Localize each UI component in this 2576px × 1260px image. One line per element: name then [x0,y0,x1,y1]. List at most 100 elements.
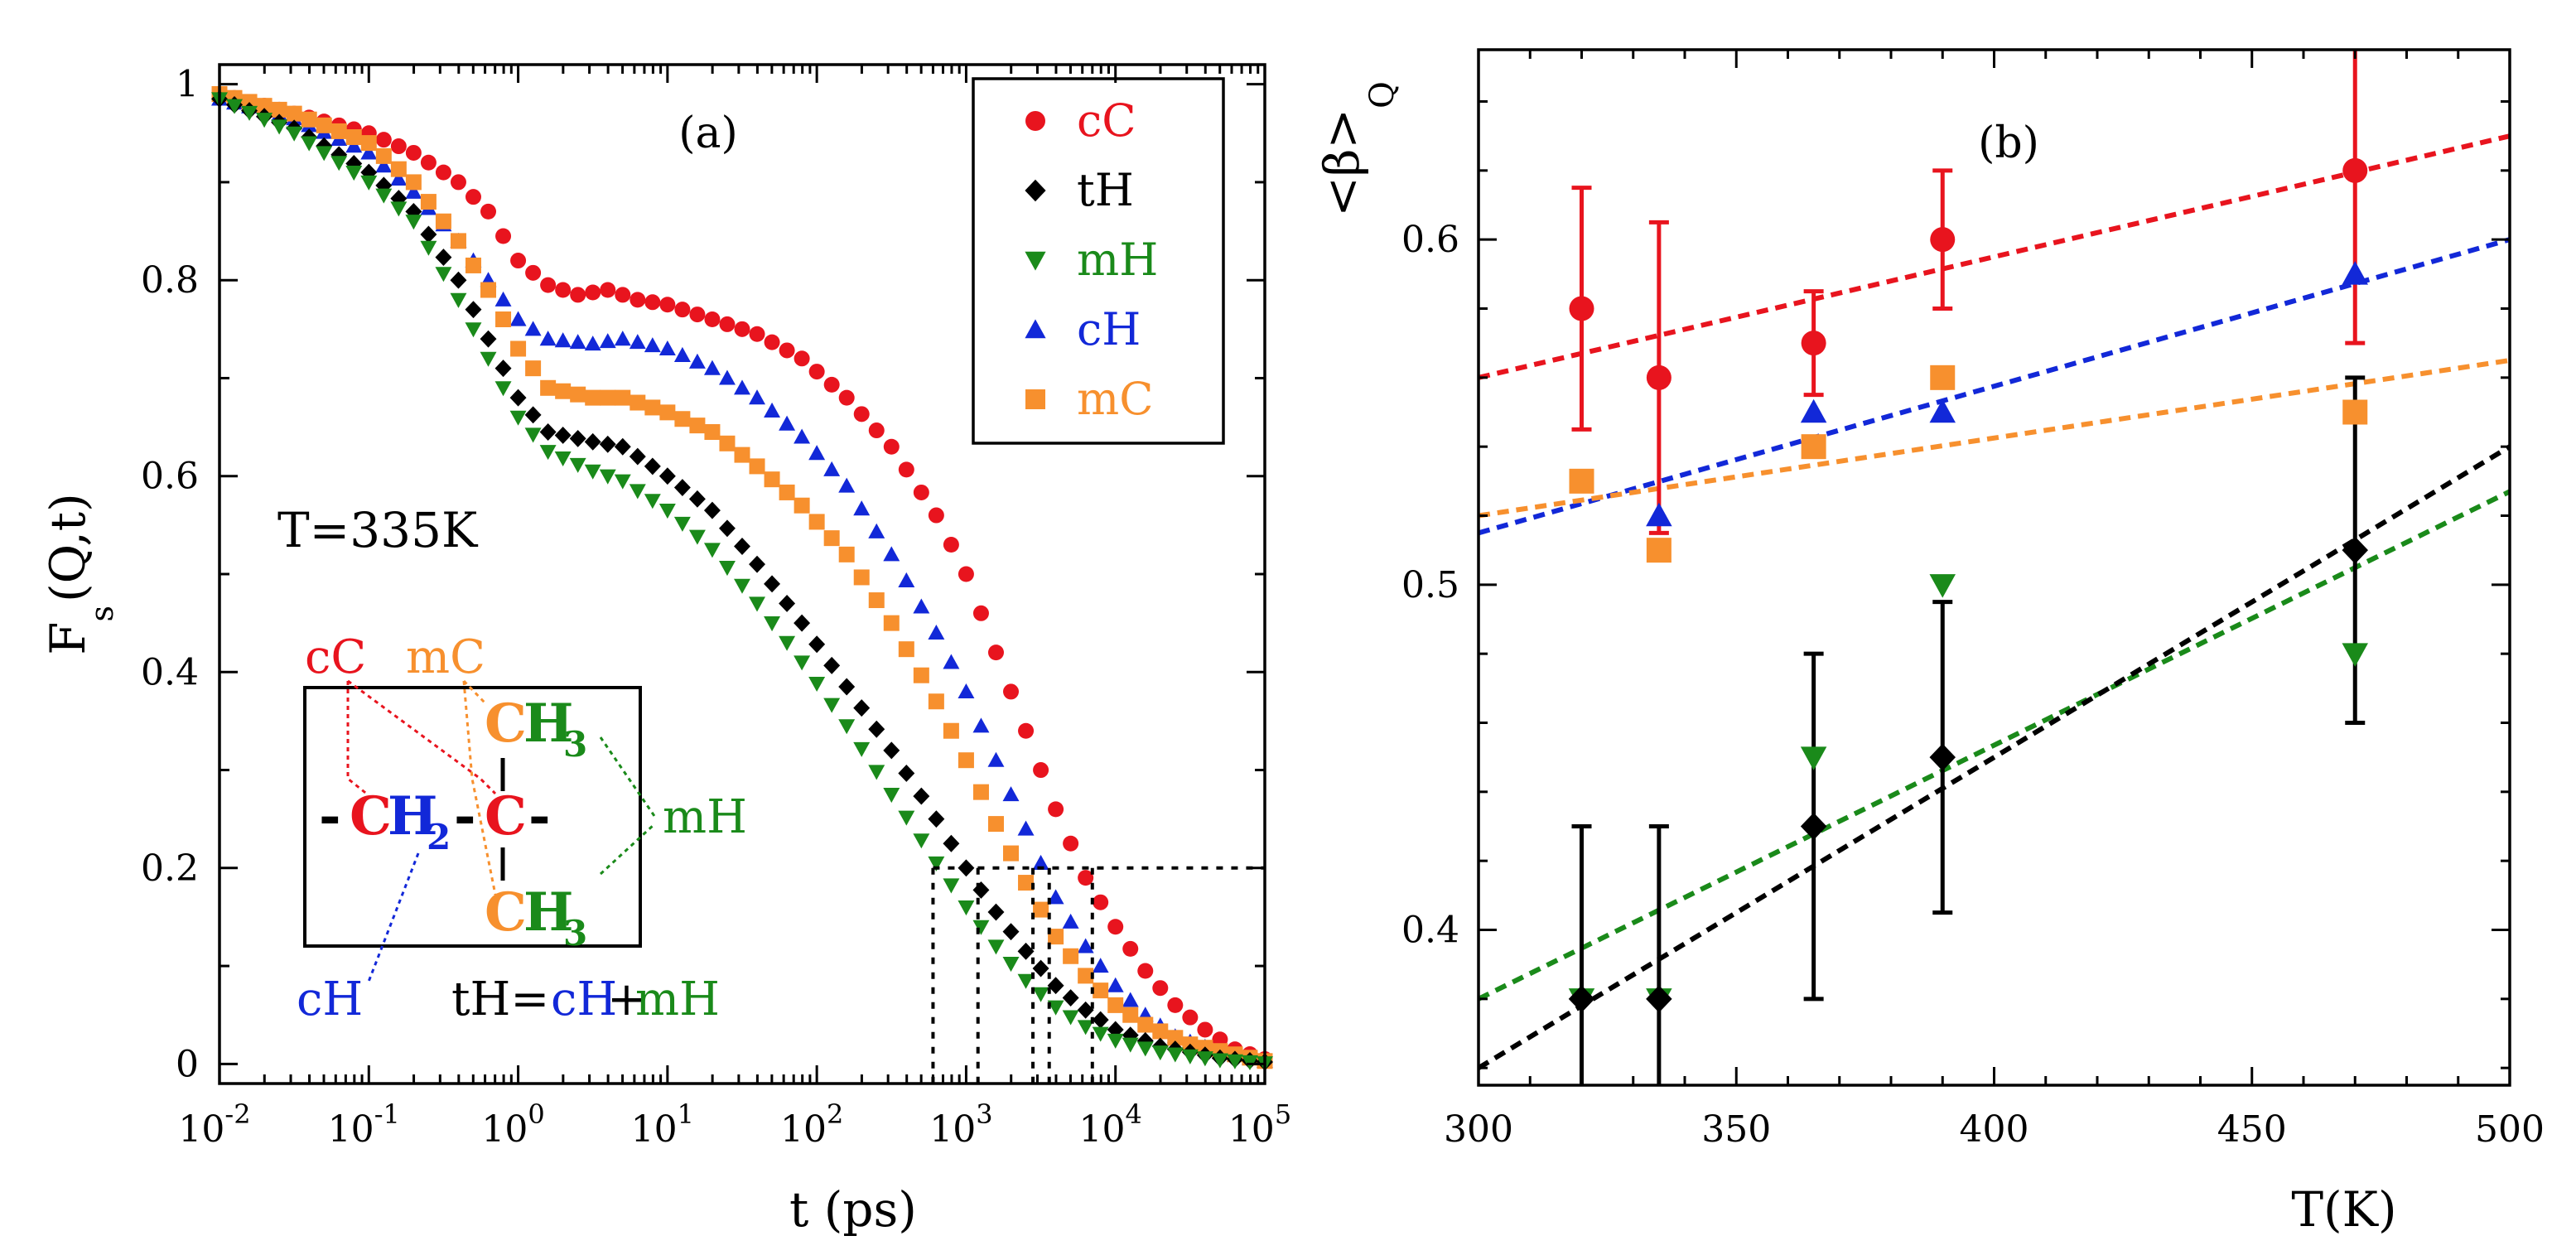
mH-point [823,698,841,713]
mC-point [495,311,512,327]
mH-point [734,578,750,594]
mH-point [271,119,288,135]
cC-point [1107,919,1124,935]
mH-point [958,900,975,916]
mC-point [1063,948,1079,964]
cC-point [808,364,825,380]
y-tick-label: 0.4 [1401,910,1459,952]
sum-mH: mH [635,973,720,1026]
mH-point [838,719,856,735]
x-tick-label: 102 [780,1098,843,1151]
tH-point [509,389,527,407]
mC-link-bottom [462,680,497,896]
mH-point [435,267,452,282]
panel-a-y-axis-label: Fs (Q,t) [40,493,120,654]
bottom-methyl-hydrogen: H [523,881,573,944]
mC-point [1033,901,1049,918]
x-tick-exponent: -2 [224,1098,250,1130]
label-mH: mH [663,790,747,844]
mC-point [540,379,557,396]
tH-point [644,457,661,476]
tH-point [405,202,422,220]
cC-point [883,438,900,455]
mH-point [256,113,273,128]
cH-point [808,445,826,461]
mC-point [570,386,586,403]
cH-point [764,402,781,418]
cC-point [1033,762,1049,779]
legend-label-cC: cC [1077,94,1136,147]
tH-point [749,555,766,573]
mC-point [808,514,825,530]
x-tick-label: 10-1 [328,1098,400,1151]
mC-point [271,101,287,118]
cC-point [1137,963,1154,979]
mH-point [1062,1010,1079,1026]
tH-point [928,810,945,828]
tH-point [450,271,467,289]
mC-point [510,340,527,357]
mH-point [1002,957,1020,973]
tH-point [1568,985,1595,1013]
x-tick-label: 100 [481,1098,544,1151]
tH-point [764,575,781,593]
tH-point [1002,923,1020,941]
cC-point [510,253,527,269]
tH-point [823,656,841,674]
cH-point [584,336,601,351]
mC-point [958,752,974,769]
tH-point [898,765,915,782]
x-tick-base: 10 [1228,1108,1275,1151]
mC-point [1018,875,1035,891]
mH-point [972,920,990,935]
tH-point [883,741,900,760]
tH-point [569,429,586,447]
mH-point [301,136,318,152]
x-tick-label: 103 [929,1098,992,1151]
cH-point [868,523,885,538]
mH-point [913,833,930,849]
cH-point [614,331,631,346]
mH-point [987,939,1005,955]
mC-point [659,404,676,421]
top-methyl-hydrogen: H [523,693,573,755]
tH-point [554,427,572,444]
cC-point [540,277,557,293]
mH-point [241,105,258,121]
mH-point [703,543,721,558]
cC-point [659,297,676,313]
cH-point [494,291,512,307]
cH-point [1800,398,1827,423]
cC-point [1018,722,1035,739]
cC-point [674,302,691,318]
sum-plus: + [607,973,646,1026]
cC-point [868,422,885,439]
x-tick-base: 10 [178,1108,224,1151]
cH-point [1032,854,1049,870]
cH-point [972,717,990,733]
legend-marker-tH [1025,179,1046,202]
mC-point [1048,929,1064,945]
mC-point [600,389,616,406]
mC-point [1930,364,1956,390]
top-methyl-subscript: 3 [563,724,587,765]
cC-point [943,537,959,553]
cC-point [794,350,810,367]
cC-link-left [346,681,369,797]
bottom-methyl-subscript: 3 [563,913,587,953]
mC-point [316,117,332,133]
cC-point [405,144,422,161]
cC-point [1122,940,1139,957]
mH-point [1122,1037,1139,1053]
panel-a-x-axis-label: t (ps) [789,1181,917,1238]
cH-point [1122,992,1139,1007]
cH-point [913,598,930,614]
mC-point [987,816,1004,833]
x-tick-base: 10 [780,1108,827,1151]
tH-point [390,190,408,208]
mH-point [1107,1033,1124,1049]
ylabel-q: Q [1363,81,1401,109]
mH-point [1211,1053,1228,1069]
tH-point [853,699,871,717]
cH-point [943,654,960,669]
